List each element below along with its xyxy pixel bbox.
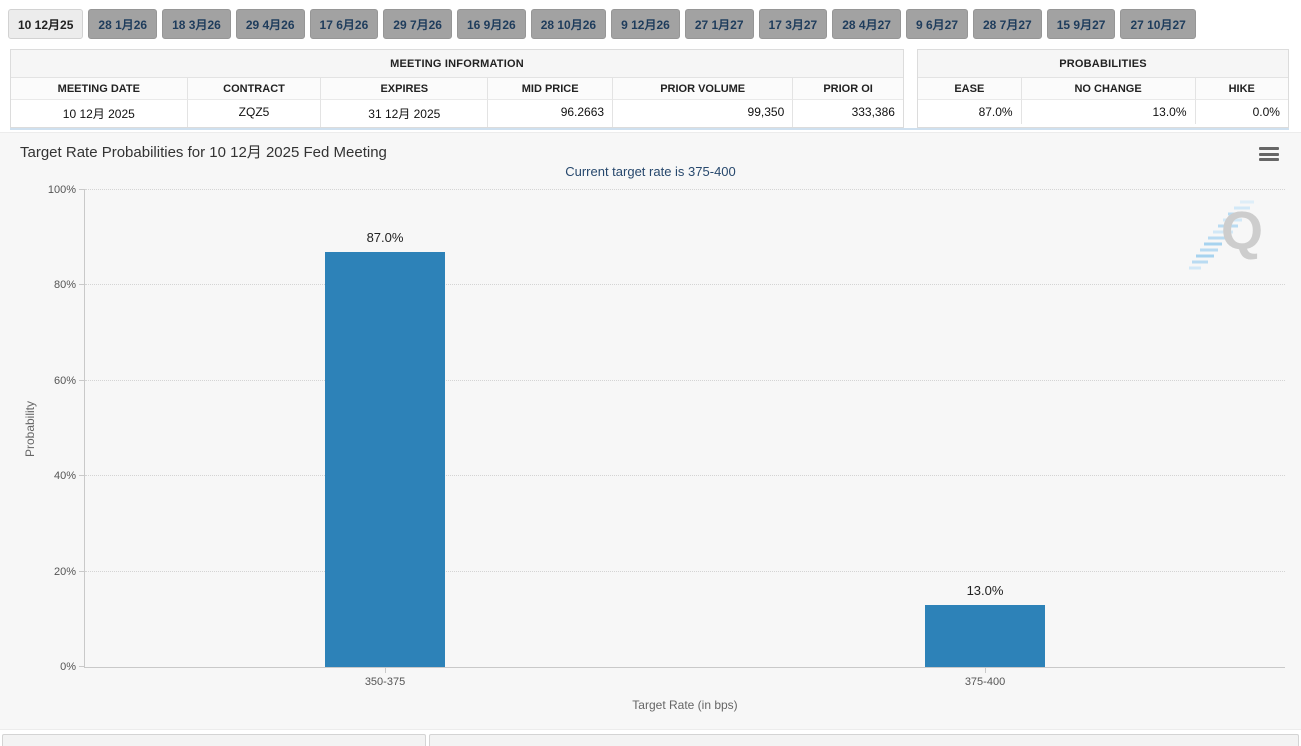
meeting-info-value: 99,350 [613,100,794,127]
y-axis-tick [79,475,85,477]
probabilities-table: PROBABILITIES EASE NO CHANGE HIKE 87.0% 13.… [917,49,1289,128]
x-axis-tick [985,667,986,673]
y-axis-tick-label: 100% [47,184,76,196]
tab-meeting-date-5[interactable]: 29 7月26 [383,9,452,39]
target-rate-probabilities-chart: Target Rate Probabilities for 10 12月 202… [0,132,1301,730]
tab-meeting-date-2[interactable]: 18 3月26 [162,9,231,39]
gridline-80 [85,284,1285,286]
gridline-40 [85,475,1285,477]
y-axis-tick-label: 60% [53,374,76,387]
y-axis-tick [79,666,85,667]
info-tables-row: MEETING INFORMATION MEETING DATE CONTRACT… [10,49,1289,130]
y-axis-tick [79,379,85,381]
meeting-info-value: 10 12月 2025 [11,100,188,127]
meeting-information-table: MEETING INFORMATION MEETING DATE CONTRACT… [10,49,905,128]
y-axis-tick [79,284,85,286]
meeting-info-value: ZQZ5 [187,100,322,127]
y-axis-tick-label: 0% [60,661,76,673]
tab-meeting-date-15[interactable]: 27 10月27 [1120,9,1196,39]
gridline-60 [85,379,1285,381]
meeting-info-column-header: EXPIRES [321,78,489,100]
tab-meeting-date-13[interactable]: 28 7月27 [973,9,1042,39]
x-axis-category-label: 350-375 [364,676,406,688]
tab-meeting-date-11[interactable]: 28 4月27 [832,9,901,39]
tab-meeting-date-4[interactable]: 17 6月26 [309,9,379,39]
y-axis-title: Probability [23,400,37,457]
x-axis-tick [385,667,386,673]
chart-title: Target Rate Probabilities for 10 12月 202… [20,144,387,161]
tab-meeting-date-8[interactable]: 9 12月26 [611,9,680,39]
probabilities-value: 87.0% [918,100,1022,124]
tab-meeting-date-3[interactable]: 29 4月26 [235,9,305,39]
plot-area: Q 0% 20% 40% 60% 80% 100% 87.0% 13.0% 350-375 3… [23,184,1285,712]
tab-meeting-date-7[interactable]: 28 10月26 [530,9,607,39]
probabilities-column-header: NO CHANGE [1021,78,1196,100]
probabilities-caption: PROBABILITIES [918,50,1288,78]
x-axis-category-label: 375-400 [964,676,1006,688]
meeting-info-value: 333,386 [793,100,903,127]
y-axis-tick [79,570,85,572]
gridline-20 [85,570,1285,572]
tab-meeting-date-0[interactable]: 10 12月25 [8,9,84,39]
meeting-date-tab-strip: 10 12月25 28 1月26 18 3月26 29 4月26 17 6月26 29 7… [0,0,1301,47]
tab-meeting-date-14[interactable]: 15 9月27 [1046,9,1116,39]
probability-bar-375-400[interactable] [925,605,1045,667]
hamburger-menu-icon[interactable] [1259,146,1279,162]
probabilities-value: 13.0% [1021,100,1196,124]
probabilities-column-header: EASE [918,78,1022,100]
meeting-info-column-header: MEETING DATE [11,78,188,100]
tab-meeting-date-9[interactable]: 27 1月27 [684,9,754,39]
meeting-info-value: 96.2663 [488,100,614,127]
meeting-information-caption: MEETING INFORMATION [11,50,904,78]
tab-meeting-date-10[interactable]: 17 3月27 [758,9,828,39]
bar-slot-375-400: 13.0% [685,190,1285,673]
probabilities-value-row: 87.0% 13.0% 0.0% [918,100,1288,124]
bar-slot-350-375: 87.0% [85,190,685,673]
x-axis-title: Target Rate (in bps) [632,698,738,712]
y-axis-tick-label: 40% [53,470,76,483]
y-axis-tick-label: 20% [53,565,76,578]
tab-meeting-date-6[interactable]: 16 9月26 [456,9,526,39]
quikstrike-watermark-logo: Q [1187,194,1263,274]
y-axis-tick-label: 80% [53,279,76,292]
meeting-info-column-header: PRIOR VOLUME [613,78,794,100]
meeting-info-column-header: CONTRACT [187,78,322,100]
gridline-100 [85,189,1285,190]
y-axis-tick [79,189,85,190]
probabilities-column-header: HIKE [1195,78,1288,100]
meeting-information-header-row: MEETING DATE CONTRACT EXPIRES MID PRICE PRIO… [11,78,903,100]
tab-meeting-date-1[interactable]: 28 1月26 [88,9,158,39]
bar-data-label: 87.0% [366,230,404,246]
meeting-information-value-row: 10 12月 2025 ZQZ5 31 12月 2025 96.2663 99,350 3… [11,100,903,127]
tab-meeting-date-12[interactable]: 9 6月27 [905,9,968,39]
probability-bar-350-375[interactable] [325,252,445,667]
probabilities-value: 0.0% [1195,100,1288,124]
meeting-info-column-header: MID PRICE [488,78,614,100]
probabilities-header-row: EASE NO CHANGE HIKE [918,78,1288,100]
meeting-info-value: 31 12月 2025 [321,100,489,127]
meeting-info-column-header: PRIOR OI [793,78,903,100]
bar-data-label: 13.0% [966,583,1004,598]
chart-subtitle: Current target rate is 375-400 [565,164,736,179]
watermark-letter: Q [1220,201,1263,261]
